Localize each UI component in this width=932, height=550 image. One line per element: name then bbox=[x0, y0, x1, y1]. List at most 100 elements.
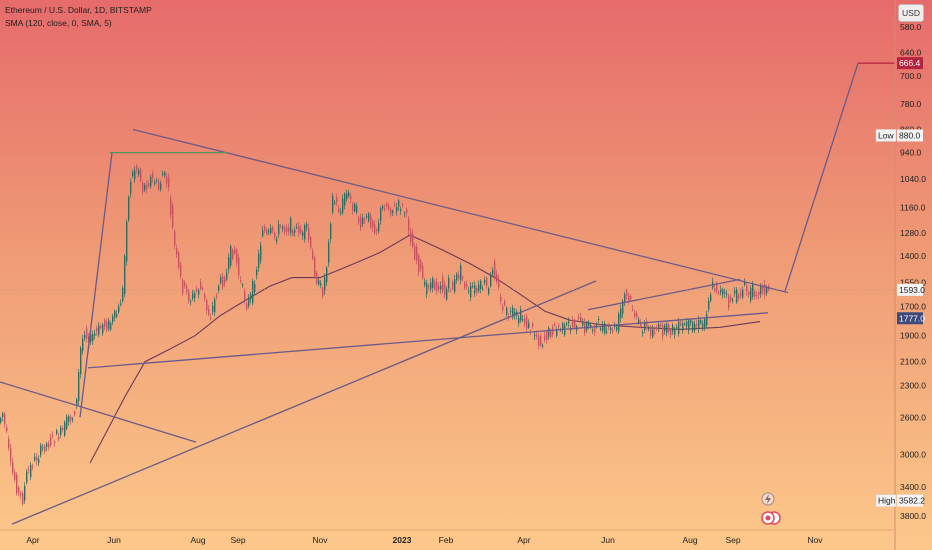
price-tag bbox=[897, 494, 923, 507]
candle-body bbox=[414, 246, 416, 259]
candle-body bbox=[44, 445, 46, 452]
currency-badge[interactable]: USD bbox=[898, 4, 924, 22]
candle-body bbox=[554, 323, 556, 326]
price-tick-label: 3000.0 bbox=[900, 450, 926, 460]
candle-body bbox=[642, 332, 644, 334]
candle-body bbox=[14, 472, 16, 480]
price-tick-label: 1700.0 bbox=[900, 302, 926, 312]
candle-body bbox=[248, 297, 250, 306]
candle-body bbox=[410, 231, 412, 242]
candle-body bbox=[562, 323, 564, 331]
candle-body bbox=[744, 282, 746, 285]
candle-body bbox=[658, 324, 660, 330]
candle-body bbox=[760, 284, 762, 294]
candle-body bbox=[612, 329, 614, 332]
candle-body bbox=[256, 269, 258, 276]
price-tick-label: 3400.0 bbox=[900, 482, 926, 492]
candle-body bbox=[432, 278, 434, 289]
lightning-icon[interactable] bbox=[761, 492, 775, 506]
candle-body bbox=[270, 227, 272, 233]
candle-body bbox=[300, 228, 302, 234]
candle-body bbox=[186, 285, 188, 292]
candle-body bbox=[588, 321, 590, 326]
candle-body bbox=[492, 269, 494, 275]
candle-body bbox=[244, 291, 246, 301]
candle-body bbox=[440, 285, 442, 290]
candle-body bbox=[704, 318, 706, 328]
candle-body bbox=[590, 325, 592, 328]
trendline bbox=[784, 62, 859, 292]
candle-body bbox=[486, 278, 488, 286]
candle-body bbox=[632, 308, 634, 310]
candle-body bbox=[572, 319, 574, 328]
sma-line bbox=[89, 234, 761, 464]
candle-body bbox=[616, 327, 618, 331]
candle-body bbox=[228, 257, 230, 270]
trendline bbox=[79, 152, 113, 418]
candle-body bbox=[234, 248, 236, 254]
candle-body bbox=[210, 318, 212, 320]
candle-body bbox=[172, 205, 174, 228]
time-tick-label: Apr bbox=[26, 535, 39, 545]
candle-body bbox=[420, 260, 422, 269]
candle-body bbox=[378, 223, 380, 232]
candle-body bbox=[742, 289, 744, 298]
candle-body bbox=[164, 172, 166, 176]
candle-body bbox=[78, 372, 80, 402]
candle-body bbox=[380, 208, 382, 221]
candle-body bbox=[548, 328, 550, 337]
candle-body bbox=[296, 227, 298, 229]
candle-body bbox=[368, 213, 370, 221]
candle-body bbox=[358, 217, 360, 223]
candle-body bbox=[22, 493, 24, 504]
candle-body bbox=[594, 325, 596, 333]
candle-body bbox=[466, 284, 468, 287]
candle-body bbox=[184, 282, 186, 287]
candle-body bbox=[736, 289, 738, 302]
candle-body bbox=[670, 330, 672, 335]
candle-body bbox=[504, 301, 506, 305]
candle-body bbox=[422, 266, 424, 279]
candle-body bbox=[86, 328, 88, 339]
trendline bbox=[11, 280, 597, 525]
candle-body bbox=[82, 339, 84, 352]
candle-body bbox=[734, 291, 736, 294]
candle-body bbox=[498, 279, 500, 288]
time-axis[interactable]: Apr Jun Aug Sep Nov 2023 Feb Apr Jun Aug Sep Nov bbox=[26, 535, 823, 545]
candle-body bbox=[330, 223, 332, 240]
candle-body bbox=[482, 288, 484, 290]
candle-body bbox=[714, 288, 716, 291]
price-tick-label: 2600.0 bbox=[900, 412, 926, 422]
candle-body bbox=[468, 290, 470, 292]
candle-body bbox=[502, 306, 504, 311]
price-tag-label-box bbox=[875, 129, 897, 142]
candle-body bbox=[150, 176, 152, 187]
candle-body bbox=[406, 209, 408, 214]
candle-body bbox=[80, 348, 82, 375]
candle-body bbox=[628, 296, 630, 301]
candle-body bbox=[686, 321, 688, 327]
candle-body bbox=[120, 303, 122, 305]
candle-body bbox=[40, 445, 42, 456]
price-axis[interactable]: 580.0640.0700.0780.0860.0940.01040.01160… bbox=[900, 22, 926, 521]
trendline bbox=[0, 381, 197, 443]
candle-body bbox=[90, 333, 92, 342]
candle-body bbox=[328, 242, 330, 263]
candle-body bbox=[374, 224, 376, 233]
candle-body bbox=[94, 333, 96, 336]
candle-body bbox=[680, 323, 682, 325]
candle-body bbox=[190, 301, 192, 303]
candle-body bbox=[156, 180, 158, 182]
price-tag-value: 880.0 bbox=[899, 130, 921, 140]
event-icon[interactable] bbox=[761, 511, 781, 525]
candle-body bbox=[578, 317, 580, 319]
candle-body bbox=[528, 323, 530, 328]
candle-body bbox=[144, 184, 146, 191]
candle-body bbox=[542, 345, 544, 347]
candle-body bbox=[114, 311, 116, 318]
candle-body bbox=[754, 291, 756, 296]
candle-body bbox=[56, 430, 58, 434]
candle-body bbox=[582, 321, 584, 326]
